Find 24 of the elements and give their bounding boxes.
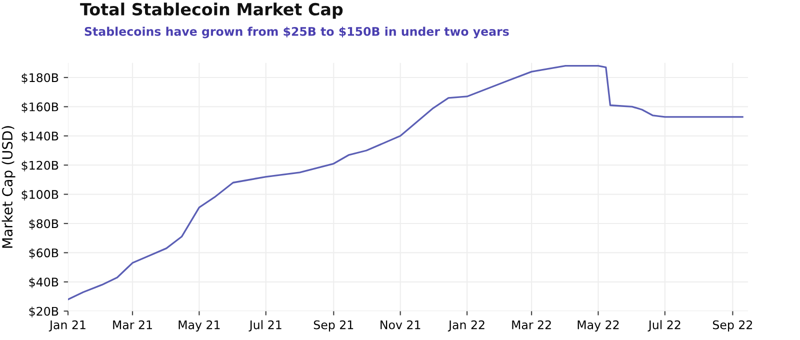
y-tick-label: $160B	[22, 102, 58, 113]
y-tick-label: $80B	[29, 219, 58, 230]
y-tick-label: $100B	[22, 190, 58, 201]
x-tick-label: Mar 22	[512, 320, 551, 330]
y-tick-label: $40B	[29, 277, 58, 288]
x-tick-label: Nov 21	[380, 320, 420, 330]
chart-subtitle: Stablecoins have grown from $25B to $150B in under two years	[84, 26, 509, 38]
y-tick-label: $20B	[29, 306, 58, 318]
y-tick-label: $180B	[22, 73, 58, 84]
x-tick-label: Sep 22	[712, 320, 752, 332]
y-axis-title: Market Cap (USD)	[2, 126, 16, 248]
x-tick-label: Jul 21	[248, 320, 282, 332]
x-tick-label: May 21	[178, 320, 220, 332]
chart-title: Total Stablecoin Market Cap	[80, 2, 343, 19]
y-tick-label: $120B	[22, 160, 58, 172]
x-tick-label: Mar 21	[113, 320, 152, 330]
x-tick-label: Jul 22	[648, 320, 680, 332]
x-tick-label: May 22	[578, 320, 619, 332]
y-tick-label: $140B	[22, 131, 58, 142]
x-tick-label: Jan 22	[448, 320, 484, 332]
y-tick-label: $60B	[29, 248, 58, 259]
x-tick-label: Sep 21	[314, 320, 354, 332]
x-tick-label: Jan 21	[48, 320, 86, 332]
line-series	[68, 64, 744, 300]
